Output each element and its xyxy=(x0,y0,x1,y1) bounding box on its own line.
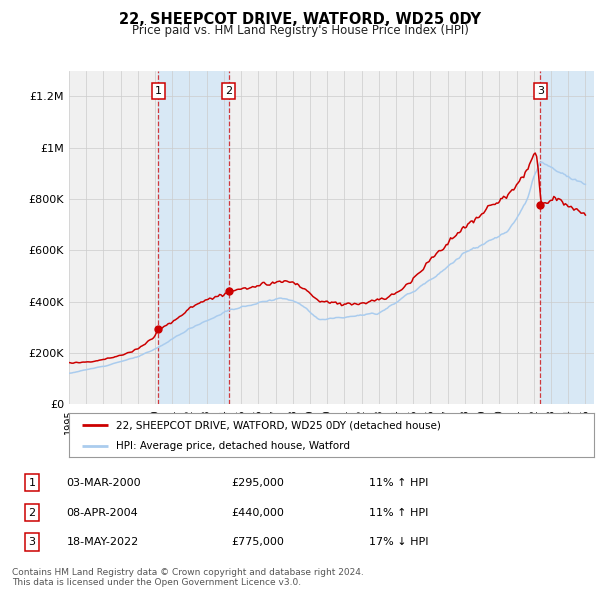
Text: 2: 2 xyxy=(225,86,232,96)
Text: £295,000: £295,000 xyxy=(231,477,284,487)
Text: 1: 1 xyxy=(155,86,161,96)
Text: 18-MAY-2022: 18-MAY-2022 xyxy=(67,537,139,547)
Text: 08-APR-2004: 08-APR-2004 xyxy=(67,508,139,518)
Text: Price paid vs. HM Land Registry's House Price Index (HPI): Price paid vs. HM Land Registry's House … xyxy=(131,24,469,37)
Text: HPI: Average price, detached house, Watford: HPI: Average price, detached house, Watf… xyxy=(116,441,350,451)
Text: 22, SHEEPCOT DRIVE, WATFORD, WD25 0DY: 22, SHEEPCOT DRIVE, WATFORD, WD25 0DY xyxy=(119,12,481,27)
Bar xyxy=(158,71,229,404)
Text: 2: 2 xyxy=(29,508,36,518)
Text: £440,000: £440,000 xyxy=(231,508,284,518)
Bar xyxy=(540,71,594,404)
Text: 1: 1 xyxy=(29,477,35,487)
Text: 17% ↓ HPI: 17% ↓ HPI xyxy=(369,537,428,547)
Text: £775,000: £775,000 xyxy=(231,537,284,547)
Text: 3: 3 xyxy=(537,86,544,96)
Text: 11% ↑ HPI: 11% ↑ HPI xyxy=(369,508,428,518)
Text: 11% ↑ HPI: 11% ↑ HPI xyxy=(369,477,428,487)
Text: Contains HM Land Registry data © Crown copyright and database right 2024.
This d: Contains HM Land Registry data © Crown c… xyxy=(12,568,364,587)
Text: 22, SHEEPCOT DRIVE, WATFORD, WD25 0DY (detached house): 22, SHEEPCOT DRIVE, WATFORD, WD25 0DY (d… xyxy=(116,421,441,430)
Text: 03-MAR-2000: 03-MAR-2000 xyxy=(67,477,142,487)
Text: 3: 3 xyxy=(29,537,35,547)
